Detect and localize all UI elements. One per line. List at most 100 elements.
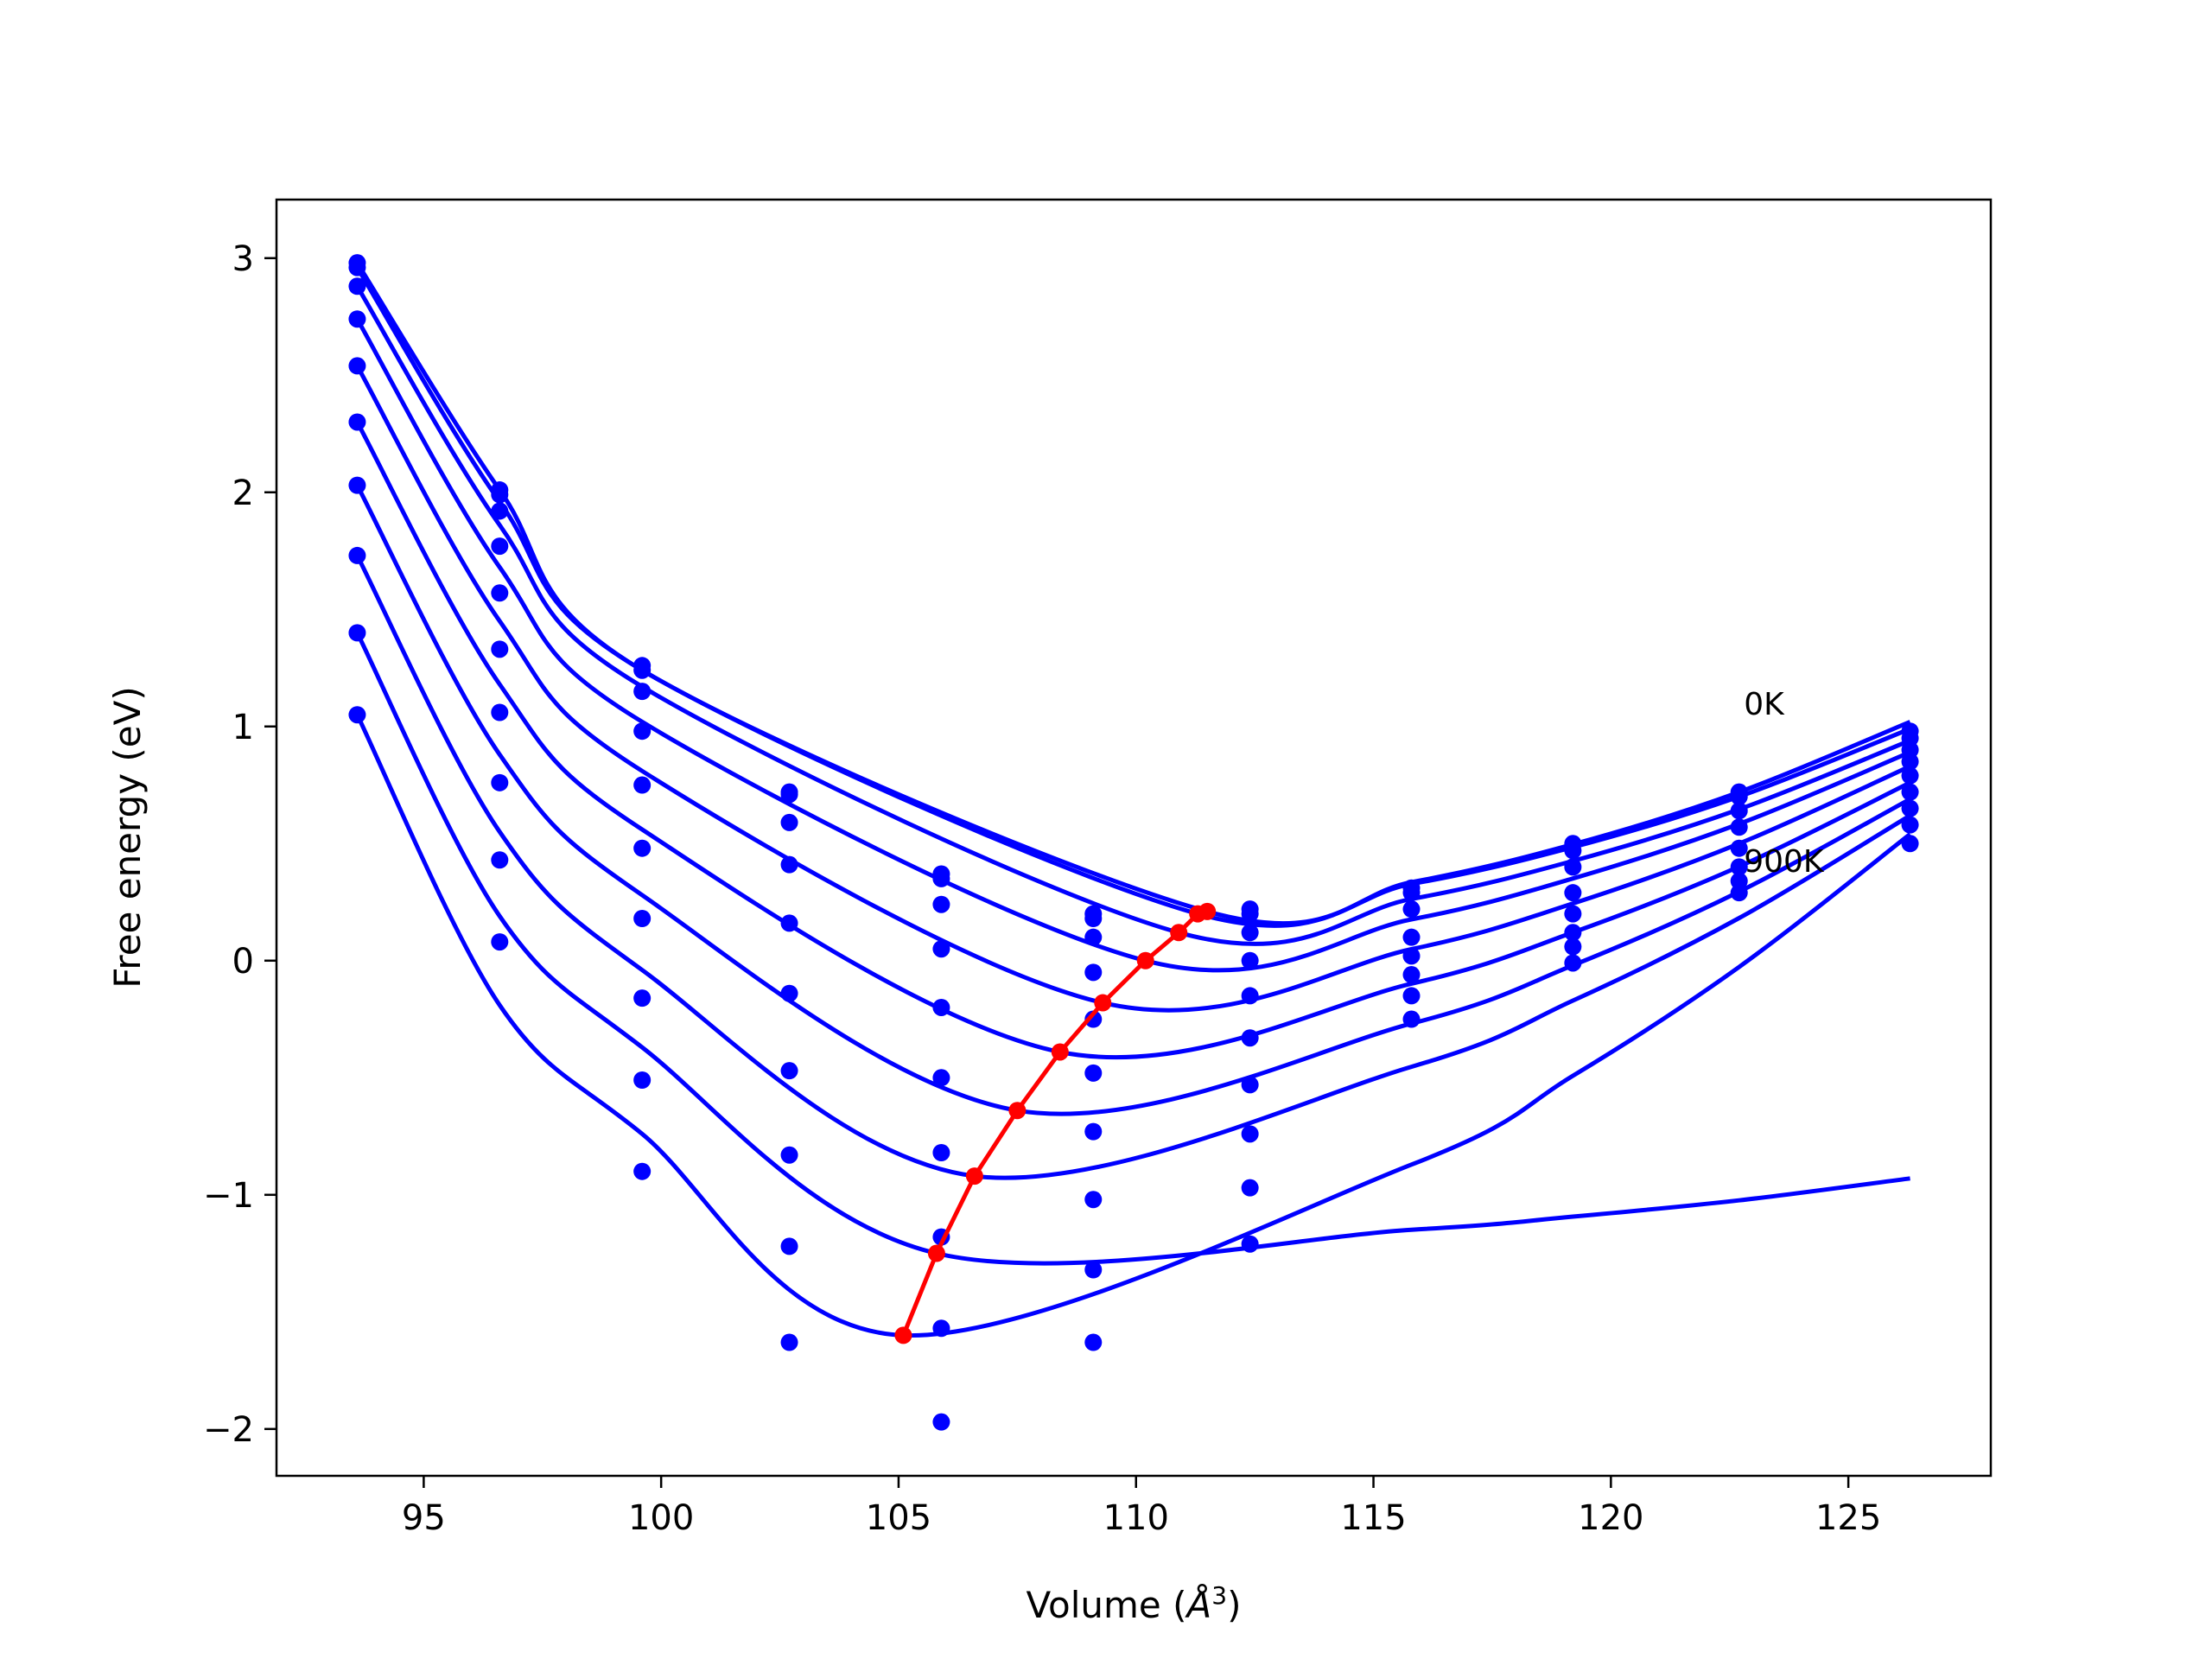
y-axis-ticks: −2 −1 0 1 2 3	[203, 239, 276, 1450]
data-point	[1084, 1010, 1103, 1028]
data-point	[633, 1071, 652, 1089]
data-point	[1564, 938, 1582, 956]
minimum-point	[1189, 905, 1207, 923]
data-point	[1564, 858, 1582, 876]
data-point	[1084, 1333, 1103, 1351]
data-point	[1564, 924, 1582, 942]
data-point	[1241, 951, 1259, 969]
data-point	[1901, 816, 1919, 834]
data-point	[1241, 1235, 1259, 1253]
data-point	[633, 661, 652, 679]
data-point	[1564, 954, 1582, 972]
fit-curves	[355, 261, 1912, 1338]
data-point	[932, 895, 950, 913]
data-point	[491, 640, 509, 658]
data-point	[1564, 884, 1582, 902]
fit-curve	[355, 632, 1910, 1266]
data-point	[348, 310, 366, 328]
x-tick-label: 110	[1103, 1498, 1169, 1538]
x-tick-label: 105	[866, 1498, 931, 1538]
data-point	[1730, 858, 1748, 876]
data-point	[633, 839, 652, 857]
data-point	[1730, 839, 1748, 857]
data-point	[491, 486, 509, 504]
data-point	[780, 855, 798, 874]
plot-frame	[275, 198, 1993, 1478]
data-point	[348, 476, 366, 494]
data-point	[1241, 1125, 1259, 1143]
minima-path	[901, 909, 1208, 1337]
y-tick-label: 0	[232, 942, 254, 982]
data-point	[1730, 802, 1748, 820]
fit-curve	[355, 554, 1911, 1180]
data-point	[1402, 884, 1421, 902]
data-point	[932, 1413, 950, 1431]
data-point	[348, 258, 366, 276]
data-point	[780, 1146, 798, 1164]
data-point	[1402, 966, 1421, 984]
minimum-point	[1136, 951, 1154, 969]
fit-curve	[355, 317, 1911, 973]
data-point	[348, 546, 366, 564]
x-tick-label: 95	[402, 1498, 446, 1538]
data-point	[1241, 1076, 1259, 1094]
data-point	[348, 413, 366, 431]
minimum-point	[927, 1244, 945, 1262]
minimum-point	[1170, 924, 1188, 942]
data-point	[1901, 766, 1919, 785]
data-point	[1730, 788, 1748, 806]
data-point	[1901, 783, 1919, 801]
data-point	[780, 785, 798, 804]
data-point	[932, 1319, 950, 1338]
data-point	[1241, 987, 1259, 1005]
data-point	[1730, 818, 1748, 836]
minimum-point	[894, 1326, 912, 1344]
data-point	[1084, 1191, 1103, 1209]
data-point	[633, 776, 652, 794]
minimum-point	[1008, 1102, 1027, 1120]
data-point	[780, 1333, 798, 1351]
data-point	[1402, 947, 1421, 965]
y-tick-label: 1	[232, 708, 254, 747]
data-point	[491, 773, 509, 791]
data-point	[932, 1069, 950, 1087]
data-point	[491, 703, 509, 721]
data-point	[491, 502, 509, 520]
x-tick-label: 115	[1340, 1498, 1406, 1538]
x-axis-ticks: 95 100 105 110 115 120 125	[402, 1476, 1881, 1538]
minimum-point	[1051, 1043, 1069, 1061]
temperature-annotation: 0K	[1744, 687, 1785, 722]
data-point	[1564, 905, 1582, 923]
y-tick-label: 3	[232, 239, 254, 279]
minimum-point	[965, 1167, 983, 1185]
data-point	[1901, 835, 1919, 853]
x-tick-label: 100	[628, 1498, 694, 1538]
data-point	[932, 869, 950, 887]
x-axis-label: Volume (Å3)	[1027, 1581, 1242, 1627]
plot-area	[276, 200, 1991, 1476]
data-point	[348, 706, 366, 724]
annotations: 0K 900K	[1744, 687, 1825, 880]
fit-curve	[355, 484, 1911, 1116]
data-point	[633, 722, 652, 741]
minimum-point	[1094, 994, 1112, 1012]
data-point	[932, 1144, 950, 1162]
data-point	[780, 813, 798, 831]
data-point	[1402, 900, 1421, 918]
data-point	[633, 683, 652, 701]
temperature-annotation: 900K	[1744, 844, 1825, 880]
data-point	[1084, 963, 1103, 982]
data-point	[1241, 1179, 1259, 1197]
y-tick-label: −1	[203, 1176, 254, 1216]
data-point	[1084, 1122, 1103, 1141]
data-point	[633, 989, 652, 1007]
data-point	[491, 933, 509, 951]
data-point	[633, 1162, 652, 1180]
data-point	[780, 1237, 798, 1255]
data-point	[780, 914, 798, 932]
data-point	[932, 940, 950, 958]
data-point	[1084, 1064, 1103, 1082]
data-point	[932, 998, 950, 1016]
data-point	[348, 357, 366, 375]
data-point	[780, 984, 798, 1002]
